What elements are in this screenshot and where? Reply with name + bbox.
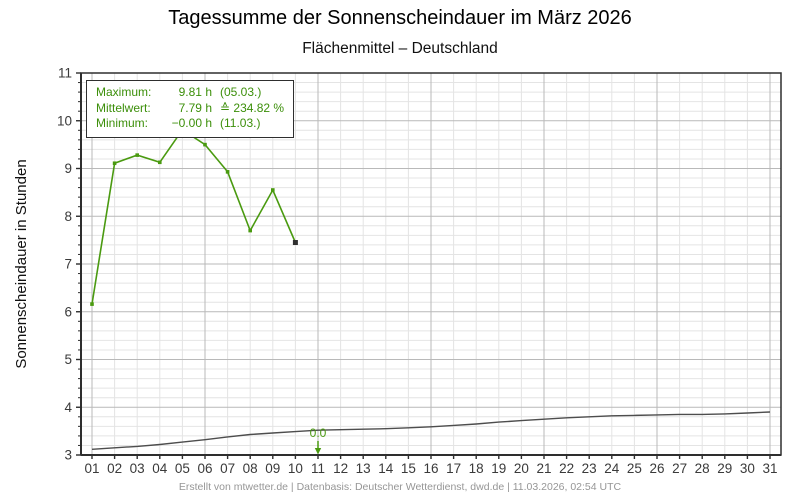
- x-tick-label: 16: [423, 461, 438, 476]
- y-tick-label: 7: [64, 257, 72, 272]
- stats-maximum-date: (05.03.): [220, 85, 262, 99]
- y-tick-label: 3: [64, 448, 72, 463]
- x-tick-label: 20: [514, 461, 529, 476]
- stats-mean-value: 7.79 h: [178, 100, 212, 115]
- stats-minimum-date: (11.03.): [220, 116, 261, 131]
- x-tick-label: 18: [469, 461, 484, 476]
- y-tick-label: 10: [57, 113, 72, 128]
- x-tick-label: 28: [695, 461, 710, 476]
- x-tick-label: 31: [762, 461, 777, 476]
- sunshine-data-point: [90, 302, 94, 306]
- sunshine-data-point: [203, 142, 207, 147]
- x-tick-label: 08: [243, 461, 258, 476]
- x-tick-label: 03: [130, 461, 145, 476]
- x-tick-label: 19: [491, 461, 506, 476]
- x-tick-label: 22: [559, 461, 574, 476]
- stats-info-box: Maximum: 9.81 h (05.03.) Mittelwert: 7.7…: [86, 80, 295, 138]
- x-tick-label: 10: [288, 461, 303, 476]
- chart-title: Tagessumme der Sonnenscheindauer im März…: [168, 7, 632, 29]
- stats-row-maximum: Maximum: 9.81 h (05.03.): [96, 85, 284, 101]
- x-tick-label: 04: [152, 461, 168, 476]
- y-axis-title: Sonnenscheindauer in Stunden: [13, 159, 30, 368]
- sunshine-line: [91, 128, 297, 305]
- x-tick-label: 17: [446, 461, 461, 476]
- x-tick-label: 21: [536, 461, 551, 476]
- stats-minimum-value: −0.00 h: [171, 116, 212, 131]
- sunshine-data-point: [271, 188, 275, 192]
- y-tick-label: 6: [64, 304, 72, 319]
- sunshine-data-point: [112, 161, 117, 166]
- sunshine-data-point: [158, 160, 162, 165]
- stats-minimum-label: Minimum:: [96, 116, 149, 131]
- x-tick-label: 26: [649, 461, 664, 476]
- zero-value-annotation: 0.0: [310, 426, 327, 440]
- x-tick-label: 14: [378, 461, 394, 476]
- x-tick-label: 07: [220, 461, 235, 476]
- stats-maximum-value: 9.81 h: [178, 85, 212, 99]
- y-tick-label: 9: [64, 161, 72, 176]
- x-tick-label: 11: [311, 461, 325, 476]
- sunshine-data-point: [135, 153, 139, 157]
- reference-mean-line: [91, 411, 771, 450]
- footer-credit: Erstellt von mtwetter.de | Datenbasis: D…: [178, 481, 622, 493]
- sunshine-data-point: [225, 170, 230, 174]
- x-tick-label: 12: [333, 461, 348, 476]
- y-tick-label: 4: [64, 400, 72, 415]
- x-tick-label: 27: [672, 461, 687, 476]
- x-tick-label: 13: [356, 461, 371, 476]
- x-tick-label: 24: [604, 461, 620, 476]
- x-tick-label: 30: [740, 461, 755, 476]
- x-tick-label: 01: [84, 461, 99, 476]
- x-tick-label: 23: [582, 461, 597, 476]
- stats-mean-percent: ≙ 234.82 %: [220, 100, 285, 115]
- y-tick-label: 8: [64, 209, 72, 224]
- x-tick-label: 09: [265, 461, 280, 476]
- x-tick-label: 15: [401, 461, 416, 476]
- x-tick-label: 06: [197, 461, 212, 476]
- stats-mean-label: Mittelwert:: [96, 100, 151, 115]
- y-tick-label: 11: [58, 66, 72, 81]
- x-tick-label: 05: [175, 461, 190, 476]
- chart-subtitle: Flächenmittel – Deutschland: [302, 40, 498, 57]
- y-tick-label: 5: [64, 352, 72, 367]
- x-tick-label: 25: [627, 461, 642, 476]
- stats-row-minimum: Minimum: −0.00 h (11.03.): [96, 116, 284, 132]
- x-tick-label: 29: [717, 461, 732, 476]
- sunshine-last-data-point: [292, 240, 298, 246]
- stats-row-mean: Mittelwert: 7.79 h ≙ 234.82 %: [96, 101, 284, 117]
- sunshine-data-point: [248, 228, 252, 233]
- x-tick-label: 02: [107, 461, 122, 476]
- stats-maximum-label: Maximum:: [96, 85, 152, 99]
- zero-value-arrow-head: [314, 448, 322, 455]
